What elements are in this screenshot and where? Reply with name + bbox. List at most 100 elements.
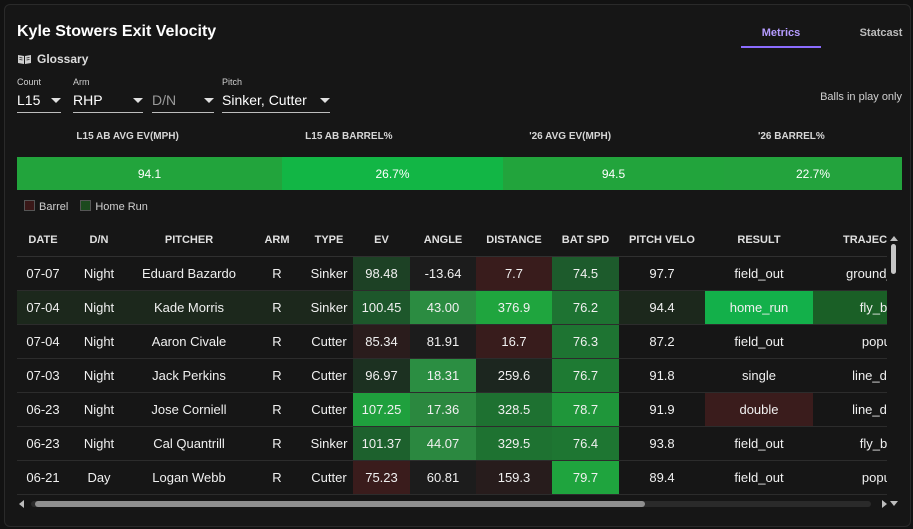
scroll-left-icon[interactable] (19, 500, 24, 508)
column-header-dn[interactable]: D/N (69, 224, 129, 257)
vertical-scroll-thumb[interactable] (891, 244, 896, 274)
cell-type: Cutter (305, 324, 353, 359)
cell-pitch-velo: 97.7 (619, 256, 705, 291)
dn-select[interactable]: D/N (152, 92, 214, 113)
cell-date: 06-21 (17, 460, 69, 495)
tab-statcast[interactable]: Statcast (859, 27, 903, 39)
cell-angle: 44.07 (410, 426, 476, 461)
column-header-arm[interactable]: ARM (249, 224, 305, 257)
cell-result: home_run (705, 290, 813, 325)
column-header-type[interactable]: TYPE (305, 224, 353, 257)
table-row[interactable]: 07-03 Night Jack Perkins R Cutter 96.97 18.31 2… (17, 358, 887, 393)
column-header-bat-spd[interactable]: BAT SPD (552, 224, 619, 257)
column-header-pitcher[interactable]: PITCHER (129, 224, 249, 257)
cell-angle: 17.36 (410, 392, 476, 427)
horizontal-scroll-thumb[interactable] (35, 501, 645, 507)
cell-pitch-velo: 94.4 (619, 290, 705, 325)
glossary-label: Glossary (37, 52, 89, 66)
arm-filter-label: Arm (73, 77, 90, 87)
arm-select-value: RHP (73, 92, 103, 108)
table-row[interactable]: 06-23 Night Jose Corniell R Cutter 107.25 17.3… (17, 392, 887, 427)
pitch-filter: Pitch Sinker, Cutter (222, 77, 330, 113)
summary-value-season-ev: 94.5 (503, 157, 724, 190)
cell-arm: R (249, 256, 305, 291)
balls-in-play-note: Balls in play only (820, 91, 902, 103)
chevron-down-icon (51, 97, 61, 103)
cell-bat-spd: 76.3 (552, 324, 619, 359)
cell-dn: Night (69, 324, 129, 359)
exit-velocity-card: Kyle Stowers Exit Velocity Glossary Metr… (4, 4, 911, 527)
cell-arm: R (249, 460, 305, 495)
vertical-scrollbar[interactable] (889, 236, 898, 506)
count-select[interactable]: L15 (17, 92, 61, 113)
cell-arm: R (249, 324, 305, 359)
cell-date: 07-04 (17, 324, 69, 359)
horizontal-scrollbar[interactable] (17, 498, 889, 510)
legend-home-run: Home Run (80, 200, 148, 213)
cell-date: 06-23 (17, 392, 69, 427)
cell-pitch-velo: 87.2 (619, 324, 705, 359)
column-header-distance[interactable]: DISTANCE (476, 224, 552, 257)
cell-pitcher: Jose Corniell (129, 392, 249, 427)
page-title: Kyle Stowers Exit Velocity (17, 23, 217, 40)
cell-bat-spd: 79.7 (552, 460, 619, 495)
cell-angle: 81.91 (410, 324, 476, 359)
pitch-select[interactable]: Sinker, Cutter (222, 92, 330, 113)
cell-trajectory: popup (813, 324, 887, 359)
cell-distance: 259.6 (476, 358, 552, 393)
cell-dn: Night (69, 256, 129, 291)
table-body: 07-07 Night Eduard Bazardo R Sinker 98.48 -13.… (17, 256, 887, 495)
count-filter: Count L15 (17, 77, 61, 113)
dn-filter-label (152, 77, 214, 87)
cell-angle: -13.64 (410, 256, 476, 291)
home-run-swatch (80, 200, 92, 211)
column-header-pitch-velo[interactable]: PITCH VELO (619, 224, 705, 257)
table-row[interactable]: 07-04 Night Kade Morris R Sinker 100.45 43.00 3… (17, 290, 887, 325)
glossary-link[interactable]: Glossary (17, 52, 88, 66)
scroll-right-icon[interactable] (882, 500, 887, 508)
cell-date: 07-07 (17, 256, 69, 291)
chevron-down-icon (320, 97, 330, 103)
legend-barrel-label: Barrel (39, 201, 69, 213)
table-row[interactable]: 06-23 Night Cal Quantrill R Sinker 101.37 44.0… (17, 426, 887, 461)
scroll-up-icon[interactable] (890, 236, 898, 241)
cell-arm: R (249, 358, 305, 393)
table-row[interactable]: 07-04 Night Aaron Civale R Cutter 85.34 81.91 1… (17, 324, 887, 359)
arm-select[interactable]: RHP (73, 92, 143, 113)
summary-header-l15-barrel: L15 AB BARREL% (305, 131, 393, 142)
column-header-angle[interactable]: ANGLE (410, 224, 476, 257)
cell-date: 07-04 (17, 290, 69, 325)
barrel-swatch (24, 200, 35, 211)
dn-select-value: D/N (152, 92, 177, 108)
cell-dn: Day (69, 460, 129, 495)
cell-type: Cutter (305, 460, 353, 495)
cell-ev: 85.34 (353, 324, 410, 359)
pitch-filter-label: Pitch (222, 77, 243, 87)
arm-filter: Arm RHP (73, 77, 143, 113)
column-header-date[interactable]: DATE (17, 224, 69, 257)
cell-result: field_out (705, 324, 813, 359)
column-header-trajectory[interactable]: TRAJECTORY (813, 224, 887, 257)
column-header-result[interactable]: RESULT (705, 224, 813, 257)
cell-arm: R (249, 426, 305, 461)
summary-header-season-barrel: '26 BARREL% (757, 131, 825, 142)
summary-value-season-barrel: 22.7% (724, 157, 902, 190)
cell-pitcher: Jack Perkins (129, 358, 249, 393)
legend-barrel: Barrel (24, 200, 68, 213)
column-header-ev[interactable]: EV (353, 224, 410, 257)
cell-ev: 107.25 (353, 392, 410, 427)
legend-home-run-label: Home Run (95, 201, 148, 213)
cell-date: 06-23 (17, 426, 69, 461)
results-table-container[interactable]: DATE D/N PITCHER ARM TYPE EV ANGLE DISTANCE BAT … (17, 224, 887, 498)
tab-metrics[interactable]: Metrics (741, 25, 821, 48)
summary-headers: L15 AB AVG EV(MPH) L15 AB BARREL% '26 AV… (17, 131, 902, 142)
cell-pitcher: Kade Morris (129, 290, 249, 325)
table-row[interactable]: 06-21 Day Logan Webb R Cutter 75.23 60.81 159.3… (17, 460, 887, 495)
table-header-row: DATE D/N PITCHER ARM TYPE EV ANGLE DISTANCE BAT … (17, 224, 887, 257)
table-row[interactable]: 07-07 Night Eduard Bazardo R Sinker 98.48 -13.… (17, 256, 887, 291)
scroll-down-icon[interactable] (890, 501, 898, 506)
cell-distance: 159.3 (476, 460, 552, 495)
cell-dn: Night (69, 290, 129, 325)
cell-type: Sinker (305, 256, 353, 291)
cell-type: Cutter (305, 358, 353, 393)
